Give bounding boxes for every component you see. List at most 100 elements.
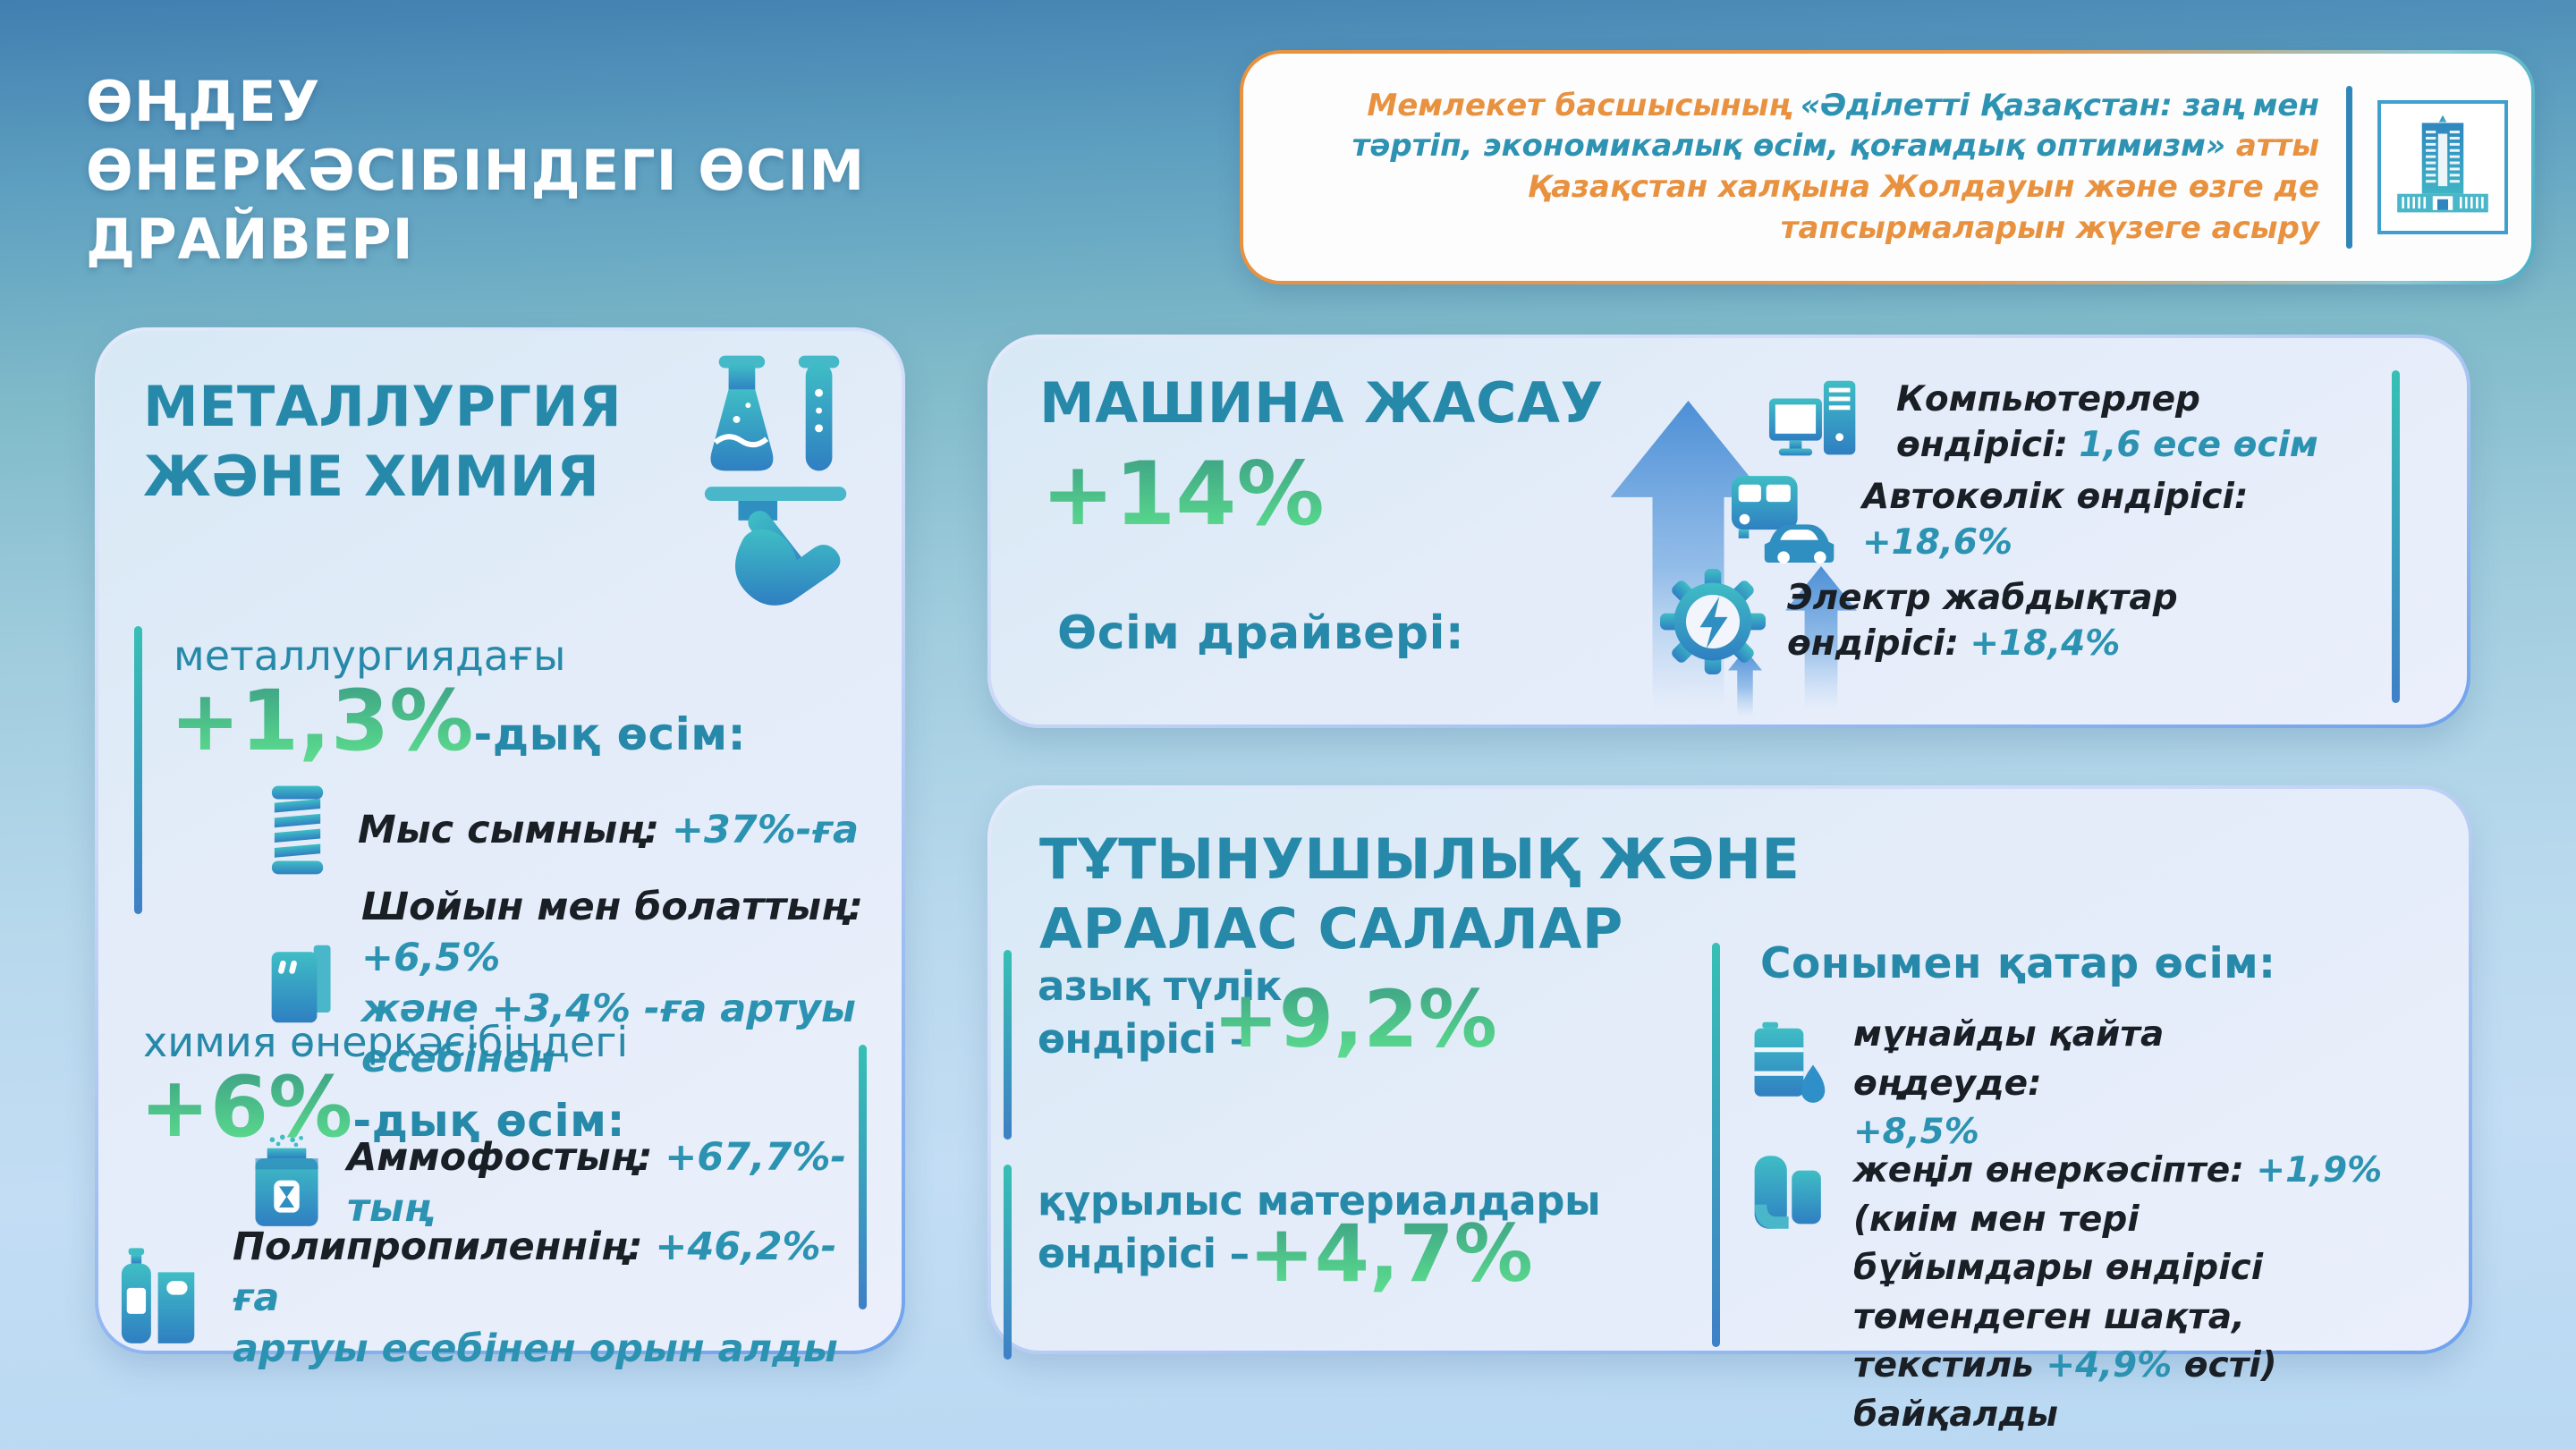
electric-gear-icon bbox=[1660, 569, 1766, 674]
growth-arrow-small-icon bbox=[1724, 649, 1766, 721]
ammophos-label: Аммофостың: bbox=[347, 1135, 653, 1180]
growth-arrow-large-icon bbox=[1610, 401, 1767, 716]
metallurgy-card-title: МЕТАЛЛУРГИЯ ЖӘНЕ ХИМИЯ bbox=[143, 374, 623, 510]
electric-value: +18,4% bbox=[1970, 623, 2121, 664]
side-title: Сонымен қатар өсім: bbox=[1760, 939, 2276, 988]
banner-text: Мемлекет басшысының «Әділетті Қазақстан:… bbox=[1283, 86, 2346, 249]
computers-value: 1,6 есе өсім bbox=[2079, 424, 2318, 465]
page-title-line2: ӨНЕРКӘСІБІНДЕГІ ӨСІМ bbox=[86, 137, 866, 203]
banner-divider bbox=[2346, 86, 2352, 249]
cast-iron-text: Шойын мен болаттың: +6,5% және +3,4% -ға… bbox=[361, 882, 970, 1085]
polypropylene-text: Полипропиленнің: +46,2%-ға артуы есебіне… bbox=[233, 1222, 859, 1374]
food-label-line2: өндірісі – bbox=[1038, 1014, 1250, 1063]
computers-row: Компьютерлер өндірісі: 1,6 есе өсім bbox=[1767, 377, 2318, 468]
electric-label-line2: өндірісі: bbox=[1787, 623, 1959, 664]
cast-iron-value: +6,5% bbox=[361, 935, 501, 980]
ammophos-bag-icon bbox=[247, 1134, 327, 1233]
chemistry-section-value: +6% bbox=[140, 1059, 353, 1157]
page-title-line1: ӨҢДЕУ bbox=[86, 69, 321, 134]
machinery-value: +14% bbox=[1041, 444, 1325, 546]
consumer-card: ТҰТЫНУШЫЛЫҚ ЖӘНЕ АРАЛАС САЛАЛАР азық түл… bbox=[987, 785, 2472, 1435]
light-industry-note-end: өсті) байқалды bbox=[1853, 1345, 2277, 1435]
metallurgy-section1-value-row: +1,3%-дық өсім: bbox=[170, 673, 746, 770]
cast-iron-steel-icon bbox=[267, 938, 338, 1030]
metallurgy-section1-suffix: -дық өсім: bbox=[473, 708, 747, 760]
chemistry-section-value-row: +6%-дық өсім: bbox=[140, 1059, 625, 1157]
copper-wire-row: Мыс сымның: +37%-ға bbox=[267, 785, 859, 875]
light-industry-row: жеңіл өнеркәсіпте: +1,9% (киім мен тері … bbox=[1751, 1147, 2390, 1440]
address-banner-inner: Мемлекет басшысының «Әділетті Қазақстан:… bbox=[1243, 54, 2531, 281]
banner-text-part2: «Әділетті Қазақстан: заң мен тәртіп, эко… bbox=[1352, 87, 2319, 165]
machinery-card-title: МАШИНА ЖАСАУ bbox=[1039, 370, 1604, 436]
page-title: ӨҢДЕУ ӨНЕРКӘСІБІНДЕГІ ӨСІМ ДРАЙВЕРІ bbox=[86, 68, 980, 275]
copper-wire-value: +37%-ға bbox=[671, 807, 859, 852]
banner-text-part1: Мемлекет басшысының bbox=[1367, 87, 1801, 123]
computers-label-line1: Компьютерлер bbox=[1896, 379, 2200, 419]
computers-text: Компьютерлер өндірісі: 1,6 есе өсім bbox=[1896, 377, 2318, 468]
construction-label-line2: өндірісі – bbox=[1038, 1229, 1250, 1277]
metallurgy-section1-label: металлургиядағы bbox=[174, 631, 566, 680]
machinery-accent-bar bbox=[2392, 370, 2400, 703]
government-building-svg bbox=[2397, 114, 2488, 213]
oil-refining-value: +8,5% bbox=[1853, 1112, 1979, 1153]
electric-row: Электр жабдықтар өндірісі: +18,4% bbox=[1660, 569, 2178, 674]
cast-iron-label: Шойын мен болаттың: bbox=[361, 885, 864, 929]
ammophos-row: Аммофостың: +67,7%-тың bbox=[247, 1132, 902, 1234]
polypropylene-value2: артуы есебінен орын алды bbox=[233, 1326, 838, 1371]
chemistry-section-suffix: -дық өсім: bbox=[352, 1095, 626, 1147]
growth-arrow-medium-icon bbox=[1785, 562, 1857, 717]
machinery-drivers-label: Өсім драйвері: bbox=[1057, 606, 1465, 660]
consumer-card-title: ТҰТЫНУШЫЛЫҚ ЖӘНЕ АРАЛАС САЛАЛАР bbox=[1039, 826, 1801, 962]
oil-refining-row: мұнайды қайта өңдеуде: +8,5% bbox=[1751, 1011, 2175, 1157]
light-industry-text: жеңіл өнеркәсіпте: +1,9% (киім мен тері … bbox=[1853, 1147, 2390, 1440]
food-value: +9,2% bbox=[1213, 973, 1497, 1065]
chemistry-flask-icon bbox=[692, 354, 869, 653]
vehicles-text: Автокөлік өндірісі: +18,6% bbox=[1862, 475, 2248, 565]
vehicles-value: +18,6% bbox=[1862, 522, 2012, 563]
oil-refining-label: мұнайды қайта өңдеуде: bbox=[1853, 1014, 2165, 1104]
machinery-card: МАШИНА ЖАСАУ +14% Өсім драйвері: bbox=[987, 335, 2470, 728]
address-banner: Мемлекет басшысының «Әділетті Қазақстан:… bbox=[1240, 50, 2535, 284]
government-building-icon bbox=[2377, 100, 2508, 234]
light-industry-label: жеңіл өнеркәсіпте: bbox=[1853, 1150, 2257, 1191]
food-label: азық түлік өндірісі – bbox=[1038, 961, 1282, 1065]
vehicles-icon bbox=[1730, 470, 1843, 571]
electric-text: Электр жабдықтар өндірісі: +18,4% bbox=[1787, 576, 2178, 666]
polypropylene-row: Полипропиленнің: +46,2%-ға артуы есебіне… bbox=[120, 1222, 859, 1374]
light-industry-note: (киім мен тері бұйымдары өндірісі төменд… bbox=[1853, 1199, 2264, 1386]
vehicles-row: Автокөлік өндірісі: +18,6% bbox=[1730, 470, 2248, 571]
polypropylene-value: +46,2%-ға bbox=[233, 1224, 837, 1320]
computers-label-line2: өндірісі: bbox=[1896, 424, 2068, 465]
page-title-line3: ДРАЙВЕРІ bbox=[86, 206, 414, 272]
food-label-line1: азық түлік bbox=[1038, 962, 1282, 1010]
food-accent-bar bbox=[1004, 950, 1012, 1140]
electric-label-line1: Электр жабдықтар bbox=[1787, 578, 2178, 619]
polypropylene-label: Полипропиленнің: bbox=[233, 1224, 643, 1269]
construction-value: +4,7% bbox=[1249, 1208, 1533, 1300]
cast-iron-row: Шойын мен болаттың: +6,5% және +3,4% -ға… bbox=[267, 882, 970, 1085]
construction-label: құрылыс материалдары өндірісі – bbox=[1038, 1175, 1601, 1280]
copper-wire-icon bbox=[267, 785, 333, 875]
cast-iron-value2: және +3,4% -ға артуы есебінен bbox=[361, 986, 856, 1082]
textile-roll-icon bbox=[1751, 1152, 1828, 1241]
ammophos-value: +67,7%-тың bbox=[347, 1135, 847, 1231]
computer-icon bbox=[1767, 378, 1873, 468]
chemistry-section-label: химия өнеркәсібіндегі bbox=[143, 1018, 629, 1066]
metallurgy-section1-value: +1,3% bbox=[170, 673, 474, 770]
construction-accent-bar bbox=[1004, 1165, 1012, 1360]
metallurgy-section1-accent-bar bbox=[134, 626, 142, 914]
banner-text-part3: атты Қазақстан халқына Жолдауын және өзг… bbox=[1527, 128, 2319, 246]
copper-wire-text: Мыс сымның: +37%-ға bbox=[358, 805, 859, 856]
light-industry-value2: +4,9% bbox=[2046, 1345, 2173, 1386]
copper-wire-label: Мыс сымның: bbox=[358, 807, 660, 852]
metallurgy-chemistry-card: МЕТАЛЛУРГИЯ ЖӘНЕ ХИМИЯ bbox=[95, 327, 905, 1371]
construction-label-line1: құрылыс материалдары bbox=[1038, 1177, 1601, 1224]
side-accent-bar bbox=[1712, 943, 1720, 1347]
light-industry-value1: +1,9% bbox=[2256, 1150, 2383, 1191]
vehicles-label: Автокөлік өндірісі: bbox=[1862, 477, 2249, 518]
chemistry-section-accent-bar bbox=[859, 1045, 867, 1309]
polypropylene-bottle-icon bbox=[120, 1248, 202, 1348]
ammophos-text: Аммофостың: +67,7%-тың bbox=[347, 1132, 902, 1234]
oil-refining-text: мұнайды қайта өңдеуде: +8,5% bbox=[1853, 1011, 2175, 1157]
